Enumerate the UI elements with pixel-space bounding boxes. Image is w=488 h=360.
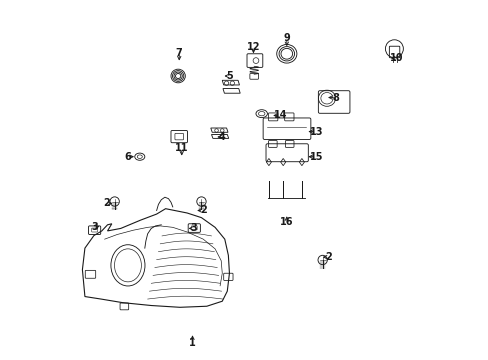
Text: 10: 10 — [389, 53, 403, 63]
Text: 3: 3 — [91, 222, 98, 231]
Text: 8: 8 — [332, 93, 339, 103]
Text: 16: 16 — [280, 217, 293, 227]
Text: 2: 2 — [200, 206, 206, 216]
Text: 1: 1 — [189, 338, 196, 348]
Text: 2: 2 — [103, 198, 110, 208]
Text: 7: 7 — [176, 48, 182, 58]
Text: 5: 5 — [225, 71, 232, 81]
Text: 14: 14 — [273, 111, 286, 121]
Text: 11: 11 — [175, 143, 188, 153]
Text: 9: 9 — [283, 33, 289, 43]
Text: 12: 12 — [246, 42, 260, 52]
Text: 15: 15 — [309, 152, 322, 162]
Text: 6: 6 — [124, 152, 131, 162]
Text: 2: 2 — [325, 252, 331, 262]
Text: 4: 4 — [219, 132, 225, 142]
Text: 13: 13 — [309, 127, 322, 136]
Text: 3: 3 — [190, 224, 197, 233]
